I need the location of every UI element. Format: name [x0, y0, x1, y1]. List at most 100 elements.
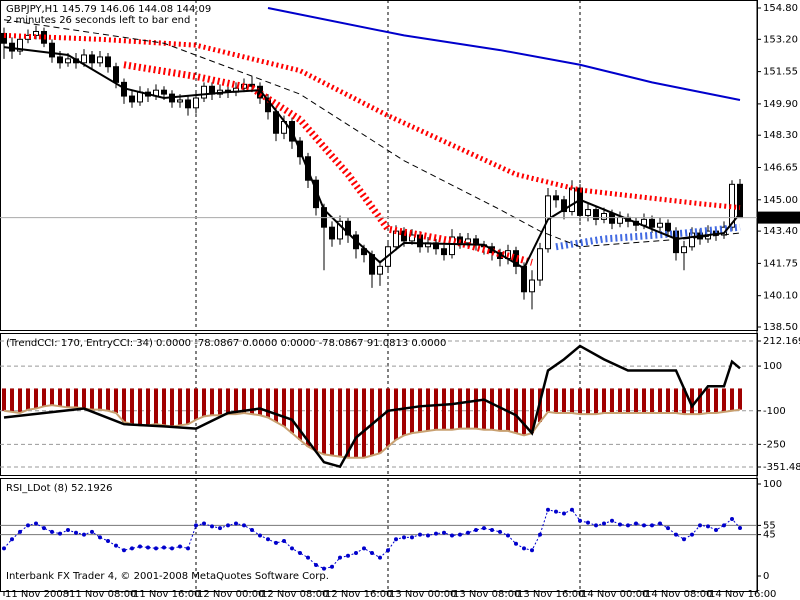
rsi-dot	[66, 528, 70, 532]
histogram-bar	[618, 388, 622, 414]
histogram-bar	[554, 388, 558, 414]
histogram-bar	[730, 388, 734, 411]
candle-body	[657, 222, 663, 228]
y-tick-label: 138.50	[763, 322, 798, 333]
x-tick-label: 14 Nov 16:00	[709, 589, 776, 600]
rsi-dot	[202, 521, 206, 526]
rsi-dot	[386, 548, 390, 553]
rsi-dot	[146, 545, 150, 550]
rsi-dot	[658, 521, 662, 526]
y-tick-label: 151.55	[763, 67, 798, 78]
candle-body	[665, 222, 671, 232]
histogram-bar	[594, 388, 598, 415]
histogram-bar	[58, 388, 62, 407]
histogram-bar	[234, 388, 238, 415]
histogram-bar	[346, 388, 350, 458]
histogram-bar	[282, 388, 286, 427]
histogram-bar	[698, 388, 702, 415]
histogram-bar	[514, 388, 518, 434]
indicator-line	[3, 46, 741, 270]
rsi-dot	[394, 537, 398, 542]
histogram-bar	[522, 388, 526, 436]
histogram-bar	[226, 388, 230, 415]
rsi-dot	[18, 529, 22, 534]
histogram-bar	[82, 388, 86, 409]
rsi-dot	[210, 524, 214, 529]
histogram-bar	[42, 388, 46, 407]
histogram-bar	[506, 388, 510, 431]
y-tick-label: 212.1696	[763, 336, 800, 347]
rsi-dot	[682, 537, 686, 542]
rsi-dot	[122, 548, 126, 553]
rsi-dot	[98, 535, 102, 540]
histogram-bar	[490, 388, 494, 430]
rsi-dot	[50, 529, 54, 534]
candle-body	[513, 250, 519, 267]
x-tick-label: 12 Nov 00:00	[197, 589, 264, 600]
histogram-bar	[130, 388, 134, 425]
rsi-dot	[34, 521, 38, 526]
rsi-dot	[298, 551, 302, 555]
histogram-bar	[202, 388, 206, 417]
histogram-bar	[146, 388, 150, 426]
histogram-bar	[378, 388, 382, 454]
candle-body	[129, 95, 135, 103]
histogram-bar	[138, 388, 142, 426]
rsi-dot	[234, 521, 238, 526]
histogram-bar	[162, 388, 166, 426]
y-tick-label: 100	[763, 361, 782, 372]
rsi-dot	[186, 546, 190, 551]
chart-title: GBPJPY,H1 145.79 146.06 144.08 144.09	[6, 4, 211, 15]
rsi-dot	[218, 526, 222, 531]
rsi-dot	[714, 528, 718, 532]
rsi-dot	[26, 523, 30, 528]
rsi-dot	[138, 544, 142, 549]
histogram-bar	[682, 388, 686, 415]
rsi-dot	[434, 531, 438, 536]
histogram-bar	[626, 388, 630, 414]
rsi-dot	[242, 523, 246, 528]
histogram-bar	[498, 388, 502, 431]
candle-body	[1, 32, 7, 44]
rsi-dot	[170, 546, 174, 551]
rsi-dot	[418, 532, 422, 537]
candle-body	[105, 56, 111, 68]
y-tick-label: 146.65	[763, 163, 798, 174]
histogram-bar	[714, 388, 718, 414]
rsi-dot	[458, 532, 462, 537]
rsi-dot	[194, 523, 198, 528]
rsi-dot	[730, 516, 734, 521]
histogram-bar	[186, 388, 190, 425]
rsi-dot	[442, 530, 446, 535]
histogram-bar	[426, 388, 430, 431]
rsi-dot	[322, 566, 326, 571]
histogram-bar	[546, 388, 550, 412]
histogram-bar	[690, 388, 694, 415]
rsi-dot	[634, 521, 638, 526]
histogram-bar	[466, 388, 470, 429]
candle-body	[617, 216, 623, 224]
rsi-dot	[162, 545, 166, 550]
rsi-dot	[738, 525, 742, 530]
candle-body	[185, 99, 191, 109]
histogram-bar	[242, 388, 246, 414]
histogram-bar	[586, 388, 590, 415]
candle-body	[201, 85, 207, 99]
candle-body	[97, 56, 103, 64]
histogram-bar	[418, 388, 422, 433]
histogram-bar	[370, 388, 374, 456]
candle-body	[81, 54, 87, 64]
histogram-bar	[666, 388, 670, 414]
rsi-dot	[106, 539, 110, 544]
histogram-bar	[402, 388, 406, 436]
rsi-dot	[426, 533, 430, 538]
rsi-dot	[482, 526, 486, 531]
histogram-bar	[34, 388, 38, 409]
histogram-bar	[738, 388, 742, 410]
histogram-bar	[170, 388, 174, 427]
histogram-bar	[394, 388, 398, 440]
rsi-dot	[674, 532, 678, 537]
histogram-bar	[74, 388, 78, 408]
rsi-dot	[378, 555, 382, 560]
histogram-bar	[354, 388, 358, 458]
